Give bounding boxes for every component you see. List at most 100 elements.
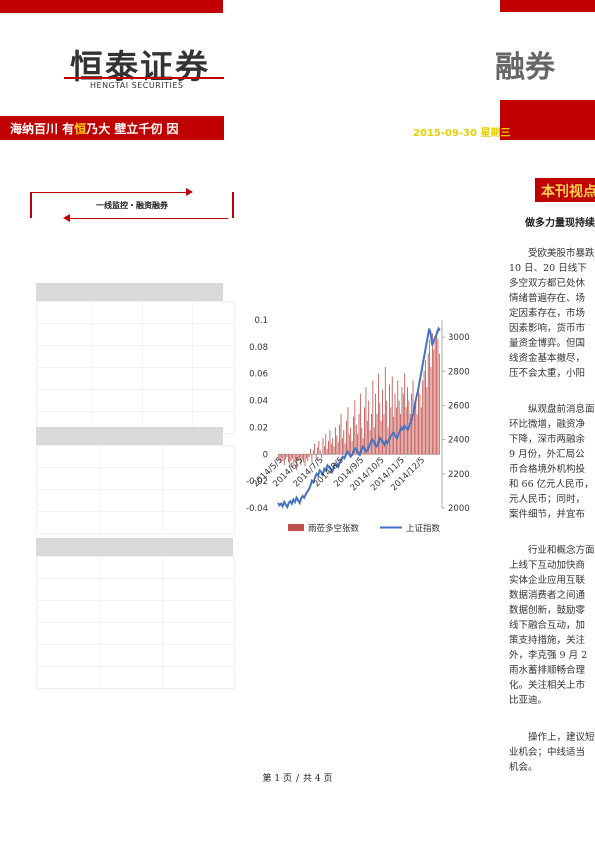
article-line: 实体企业应用互联 — [509, 575, 586, 586]
bar — [394, 393, 396, 455]
bar — [419, 393, 421, 455]
table-3-header — [36, 538, 233, 556]
article-line: 情绪普遍存在、场 — [509, 293, 586, 304]
logo-text: 恒泰证券 — [70, 47, 210, 86]
bar — [434, 336, 436, 455]
bar — [305, 454, 307, 459]
bar — [346, 420, 347, 455]
article-line: 因素影响，货币市 — [509, 323, 586, 334]
header-top-red-bar-right — [500, 0, 595, 12]
bar — [318, 440, 320, 455]
bar — [415, 400, 417, 455]
bar — [296, 454, 298, 471]
y-right-tick-label: 2000 — [448, 504, 470, 514]
y-left-tick-label: 0 — [263, 450, 268, 460]
bar — [314, 443, 316, 455]
bar — [418, 387, 419, 455]
y-right-tick-label: 3000 — [448, 333, 470, 343]
logo-underline — [64, 77, 224, 79]
bar — [283, 454, 285, 466]
bar — [329, 430, 331, 455]
bar — [427, 353, 429, 455]
bar — [401, 387, 403, 455]
bar — [364, 407, 365, 455]
y-left-tick-label: 0.1 — [254, 316, 268, 326]
bar — [379, 403, 381, 455]
bar — [389, 384, 390, 455]
margin-chart: 0.1 0.08 0.06 0.04 0.02 0 -0.02 -0.04 3000 2800 26… — [246, 316, 470, 534]
bar — [361, 427, 363, 455]
article-line: 化。关注相关上市 — [509, 680, 586, 691]
bar — [413, 407, 415, 455]
bar — [336, 435, 338, 455]
bar — [355, 424, 357, 455]
bar — [294, 454, 296, 460]
bar — [285, 454, 287, 460]
bar — [333, 446, 335, 455]
bar — [321, 454, 323, 459]
table-2-header — [36, 427, 223, 445]
article-line: 线资金基本撤尽， — [509, 353, 586, 364]
table-row — [37, 302, 234, 324]
bar — [325, 434, 327, 455]
bar — [436, 330, 437, 455]
page-separator: / — [295, 774, 300, 784]
bar — [299, 454, 300, 459]
bar — [422, 380, 424, 455]
bar — [300, 454, 302, 466]
bar — [341, 438, 343, 455]
bar — [319, 450, 321, 455]
issue-date: 2015-09-30 星期三 — [413, 128, 511, 139]
article-line: 雨水蓄排顺畅合理 — [509, 665, 586, 676]
bar — [377, 373, 379, 455]
bar — [398, 400, 400, 455]
bar — [402, 393, 404, 455]
bar — [315, 454, 317, 460]
bar — [287, 454, 289, 463]
table-3-grid — [36, 556, 235, 689]
table-row — [37, 490, 234, 512]
legend-swatch-bars — [288, 524, 304, 531]
table-row — [37, 346, 234, 368]
table-1-header — [36, 283, 223, 301]
bar — [395, 407, 397, 455]
bar — [365, 387, 367, 455]
bar — [405, 407, 407, 455]
sidebar-title: 本刊视点 — [541, 184, 595, 200]
article-paragraph-3: 行业和概念方面 上线下互动加快商 实体企业应用互联 数据消费者之间通 数据创新，… — [509, 543, 595, 708]
bar — [335, 427, 336, 455]
bar — [317, 447, 318, 455]
slogan-highlight: 恒 — [74, 122, 87, 136]
article-line: 数据创新，鼓励零 — [509, 605, 586, 616]
y-left-tick-label: -0.04 — [246, 504, 268, 514]
article-line: 9 月份，外汇局公 — [509, 449, 585, 460]
table-row — [37, 623, 234, 645]
bar — [307, 454, 309, 461]
bar — [400, 414, 401, 455]
arrow-right-icon — [186, 188, 193, 196]
y-left-tick-label: 0.08 — [249, 343, 268, 353]
article-line: 环比微增，融资净 — [509, 419, 586, 430]
bar — [426, 387, 428, 455]
slogan-part-1: 海纳百川 有 — [10, 122, 75, 136]
table-1-grid — [36, 301, 235, 434]
article-paragraph-4: 操作上，建议短 业机会；中线适当 机会。 — [509, 730, 595, 775]
bar — [420, 407, 422, 455]
bar — [423, 371, 425, 455]
article-line: 操作上，建议短 — [528, 732, 595, 743]
bar — [375, 393, 377, 455]
y-left-tick-label: 0.06 — [249, 370, 268, 380]
article-line: 数据消费者之间通 — [509, 590, 586, 601]
bar — [337, 442, 339, 455]
bar — [425, 360, 426, 455]
bar — [308, 454, 310, 457]
article-line: 纵观盘前消息面 — [528, 404, 595, 415]
legend-label-line: 上证指数 — [406, 523, 441, 534]
bar — [328, 440, 329, 455]
y-right-tick-label: 2400 — [448, 436, 470, 446]
logo-subtitle: HENGTAI SECURITIES — [90, 81, 184, 90]
bar — [383, 414, 385, 455]
article-paragraph-1: 受欧美股市暴跌 10 日、20 日线下 多空双方都已处休 情绪普遍存在、场 定因… — [509, 246, 595, 381]
bar — [366, 420, 368, 455]
legend-label-bars: 雨莅多空张数 — [308, 523, 360, 534]
